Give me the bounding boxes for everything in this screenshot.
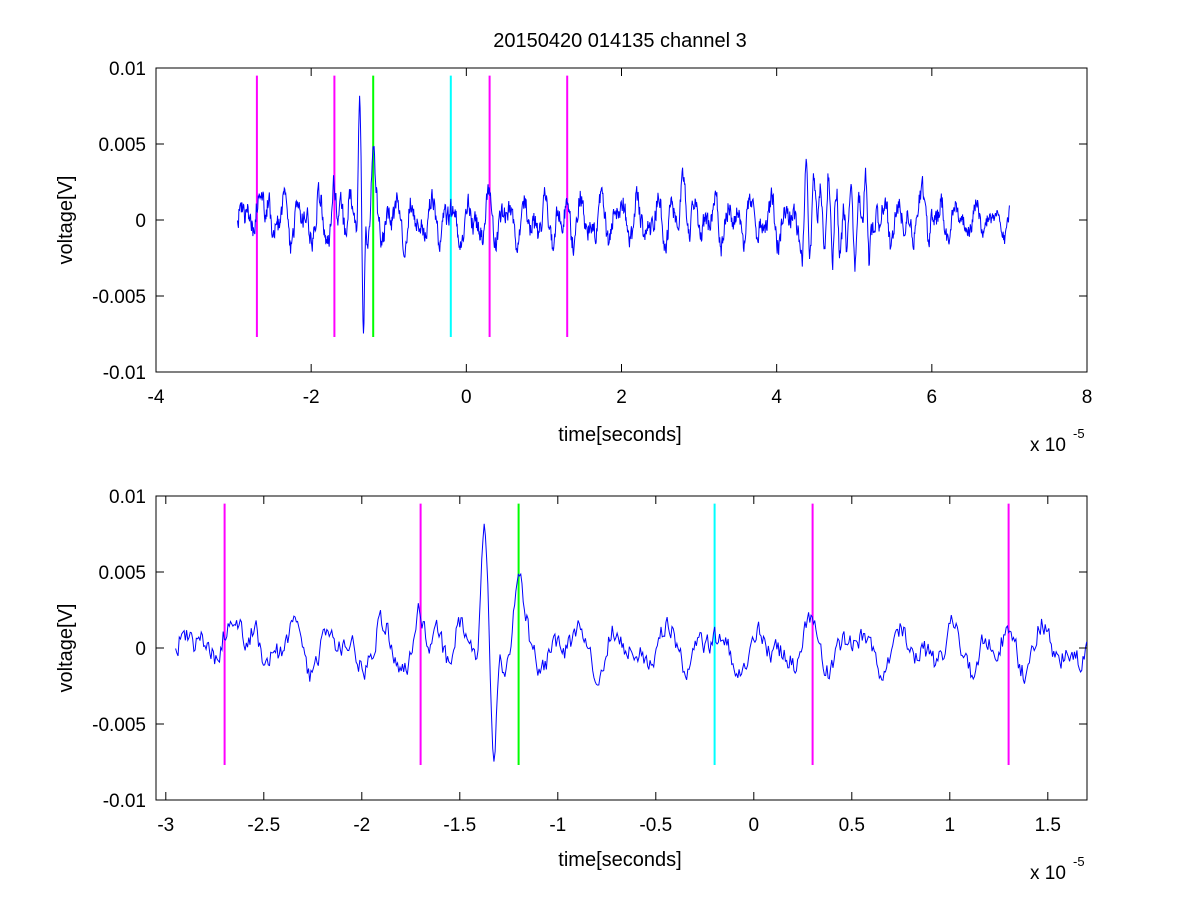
top-y-axis-label: voltage[V] xyxy=(55,176,77,265)
bottom-x-exponent-base: x 10 xyxy=(1030,863,1066,884)
bottom-y-axis-label: voltage[V] xyxy=(55,604,77,693)
top-x-exponent: x 10 -5 xyxy=(1030,426,1085,456)
bottom-x-tick-label: -0.5 xyxy=(639,815,672,836)
bottom-x-exponent-power: -5 xyxy=(1073,854,1085,869)
bottom-axes-box xyxy=(155,495,1088,801)
top-y-tick-label: 0.005 xyxy=(98,135,146,156)
top-markers xyxy=(255,75,569,337)
top-x-tick-label: 4 xyxy=(771,387,782,408)
top-x-exponent-power: -5 xyxy=(1073,426,1085,441)
top-y-tick-label: 0 xyxy=(135,211,146,232)
top-x-tick-label: 2 xyxy=(616,387,627,408)
bottom-x-tick-label: -1 xyxy=(549,815,566,836)
bottom-x-ticks: -3 -2.5 -2 -1.5 -1 -0.5 0 0.5 1 1.5 xyxy=(157,496,1061,836)
bottom-y-tick-label: 0 xyxy=(135,639,146,660)
top-x-axis-label: time[seconds] xyxy=(558,424,681,446)
figure-title: 20150420 014135 channel 3 xyxy=(493,30,747,52)
bottom-y-tick-label: 0.01 xyxy=(109,487,146,508)
top-axes-box xyxy=(155,67,1088,373)
top-signal-line xyxy=(236,95,1010,334)
top-x-exponent-base: x 10 xyxy=(1030,435,1066,456)
bottom-x-tick-label: -2 xyxy=(353,815,370,836)
bottom-signal-line xyxy=(175,523,1088,762)
top-x-ticks: -4 -2 0 2 4 6 8 xyxy=(148,68,1093,408)
bottom-x-tick-label: 0.5 xyxy=(839,815,865,836)
bottom-x-tick-label: -1.5 xyxy=(443,815,476,836)
top-x-tick-label: -4 xyxy=(148,387,165,408)
top-x-tick-label: 6 xyxy=(927,387,938,408)
top-x-tick-label: -2 xyxy=(303,387,320,408)
bottom-x-tick-label: 0 xyxy=(749,815,760,836)
bottom-x-tick-label: -2.5 xyxy=(247,815,280,836)
bottom-x-tick-label: -3 xyxy=(157,815,174,836)
top-y-tick-label: -0.01 xyxy=(103,363,146,384)
bottom-markers xyxy=(223,503,1010,765)
top-x-tick-label: 0 xyxy=(461,387,472,408)
bottom-plot: -3 -2.5 -2 -1.5 -1 -0.5 0 0.5 1 1.5 0.01 0.005 0 -0.… xyxy=(55,487,1088,884)
bottom-x-exponent: x 10 -5 xyxy=(1030,854,1085,884)
bottom-y-tick-label: 0.005 xyxy=(98,563,146,584)
bottom-x-axis-label: time[seconds] xyxy=(558,849,681,871)
bottom-y-tick-label: -0.005 xyxy=(92,715,146,736)
bottom-x-tick-label: 1.5 xyxy=(1035,815,1061,836)
top-y-tick-label: -0.005 xyxy=(92,287,146,308)
bottom-y-tick-label: -0.01 xyxy=(103,791,146,812)
top-y-tick-label: 0.01 xyxy=(109,59,146,80)
top-y-ticks: 0.01 0.005 0 -0.005 -0.01 xyxy=(92,59,1087,384)
top-x-tick-label: 8 xyxy=(1082,387,1093,408)
top-plot: -4 -2 0 2 4 6 8 0.01 0.005 0 -0.005 -0.01 time[sec… xyxy=(55,59,1092,456)
bottom-x-tick-label: 1 xyxy=(945,815,956,836)
bottom-y-ticks: 0.01 0.005 0 -0.005 -0.01 xyxy=(92,487,1087,812)
